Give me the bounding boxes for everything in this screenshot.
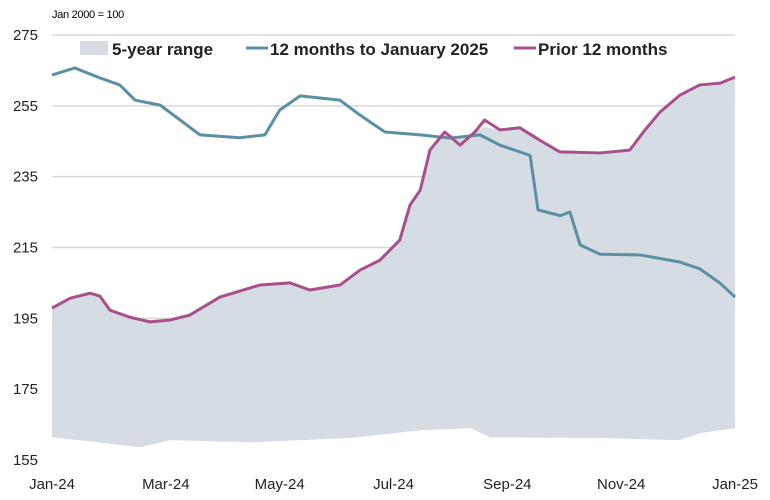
y-tick-label: 235 [13,169,38,186]
line-current-12-months [51,66,737,299]
legend-swatch-range [80,41,108,55]
y-tick-label: 155 [13,452,38,469]
y-tick-label: 195 [13,310,38,327]
legend-label-range: 5-year range [112,40,213,59]
x-tick-label: Jan-24 [29,476,75,493]
line-prior-12-months [51,75,736,324]
y-tick-label: 255 [13,98,38,115]
x-tick-label: Sep-24 [483,476,531,493]
y-tick-label: 275 [13,27,38,44]
x-tick-label: Nov-24 [597,476,645,493]
legend-label-prior: Prior 12 months [538,40,667,59]
index-note: Jan 2000 = 100 [52,9,124,21]
x-tick-label: Jul-24 [373,476,414,493]
x-tick-label: Mar-24 [142,476,190,493]
x-tick-label: Jan-25 [712,476,758,493]
x-tick-label: May-24 [255,476,305,493]
legend-label-current: 12 months to January 2025 [270,40,488,59]
legend: 5-year range 12 months to January 2025 P… [80,40,667,59]
y-tick-label: 215 [13,240,38,257]
range-area [52,75,735,448]
y-tick-label: 175 [13,381,38,398]
